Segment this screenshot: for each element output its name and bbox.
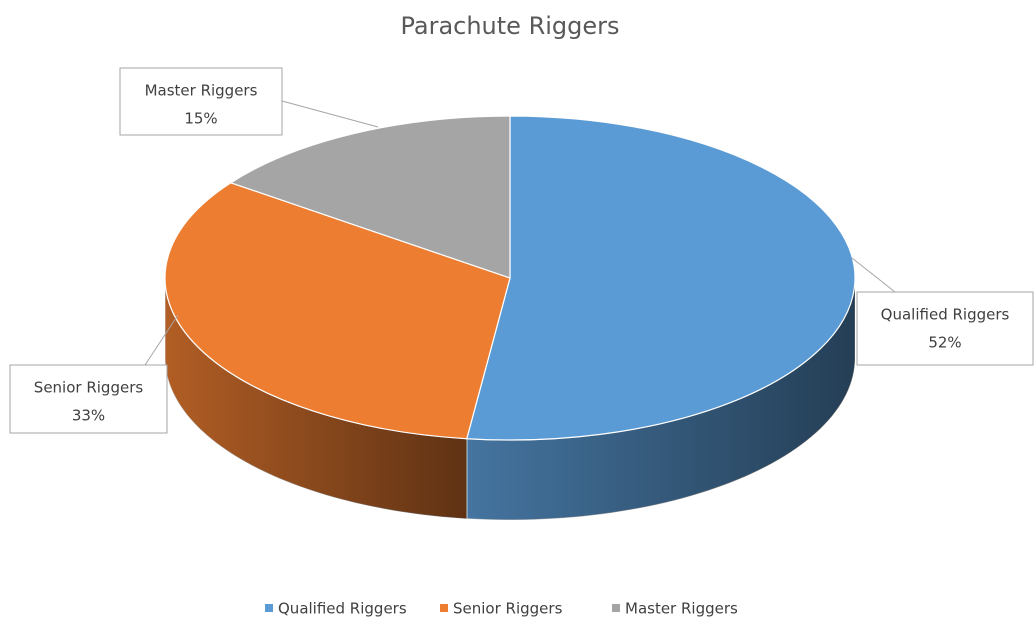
legend-swatch [612,604,620,612]
pie-slice [465,115,856,441]
leader-line [144,314,179,366]
label-box [9,364,168,434]
leader-line [851,257,896,293]
pie-slice [164,182,511,440]
legend-label: Master Riggers [625,600,738,618]
data-label: 33% [72,407,105,425]
pie-side-shade [466,278,855,520]
legend-swatch [440,604,448,612]
label-box [856,291,1034,366]
data-label-name: Qualified Riggers [881,306,1010,324]
legend-label: Senior Riggers [453,600,563,618]
data-label: 15% [184,110,217,128]
data-label-name: Master Riggers [145,82,258,100]
data-label: 52% [928,334,961,352]
legend-swatch [265,604,273,612]
legend-label: Qualified Riggers [278,600,407,618]
data-label-name: Senior Riggers [34,379,144,397]
pie-side-shade [165,278,467,519]
chart-title: Parachute Riggers [400,12,619,40]
pie-slice [229,115,511,279]
label-box [119,67,283,136]
leader-line [281,100,379,128]
